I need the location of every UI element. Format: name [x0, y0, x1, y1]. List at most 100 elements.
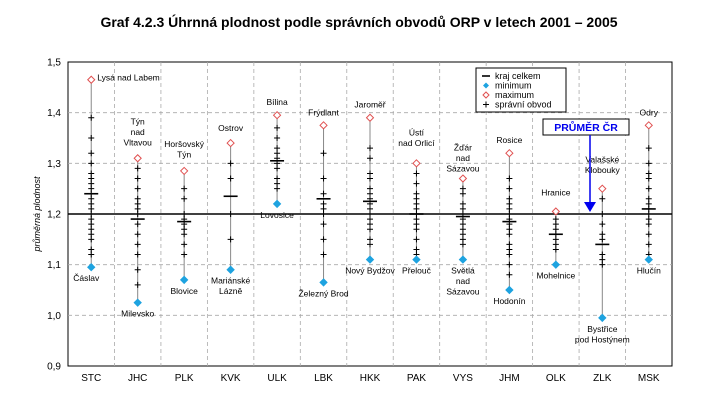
maximum-point — [179, 166, 189, 176]
min-label: Světlá — [451, 266, 475, 276]
obvod-point — [134, 281, 141, 288]
category-label: OLK — [546, 373, 566, 384]
obvod-point — [645, 241, 652, 248]
y-tick-label: 1,2 — [47, 210, 61, 221]
obvod-point — [88, 160, 95, 167]
obvod-point — [134, 211, 141, 217]
obvod-point — [645, 175, 652, 182]
obvod-point — [506, 231, 513, 238]
max-label: Klobouky — [585, 165, 621, 175]
obvod-point — [88, 200, 95, 207]
obvod-point — [181, 251, 188, 258]
obvod-point — [88, 216, 95, 223]
y-axis-label: průměrná plodnost — [32, 176, 42, 253]
obvod-point — [88, 170, 95, 177]
obvod-point — [413, 226, 420, 233]
obvod-point — [552, 236, 559, 243]
obvod-point — [134, 175, 141, 182]
obvod-point — [134, 200, 141, 207]
obvod-point — [367, 216, 373, 223]
obvod-point — [320, 175, 327, 182]
obvod-point — [88, 180, 95, 187]
max-label: Jaroměř — [354, 100, 385, 110]
maximum-point — [505, 148, 514, 158]
y-tick-label: 1,1 — [47, 260, 61, 271]
maximum-point — [551, 207, 561, 216]
obvod-point — [645, 170, 652, 177]
obvod-point — [506, 211, 513, 217]
max-label: nad — [456, 153, 470, 163]
obvod-point — [459, 241, 466, 248]
maximum-point — [133, 154, 142, 163]
max-label: Frýdlant — [308, 107, 339, 117]
min-label: nad — [456, 276, 470, 286]
obvod-point — [599, 236, 606, 243]
obvod-point — [88, 135, 95, 141]
min-label: Nový Bydžov — [345, 266, 395, 276]
obvod-point — [181, 211, 188, 217]
min-label: Lázně — [219, 286, 242, 296]
max-label: Rosice — [496, 135, 522, 145]
obvod-point — [227, 211, 234, 217]
chart-title: Graf 4.2.3 Úhrnná plodnost podle správní… — [100, 14, 618, 30]
obvod-point — [134, 221, 141, 228]
obvod-point — [320, 236, 327, 243]
obvod-point — [413, 200, 420, 207]
obvod-point — [599, 251, 606, 258]
minimum-point — [644, 255, 653, 264]
obvod-point — [320, 150, 327, 157]
obvod-point — [459, 236, 466, 243]
obvod-point — [413, 236, 420, 243]
maximum-point — [458, 174, 468, 183]
minimum-point — [133, 298, 142, 307]
obvod-point — [134, 241, 141, 248]
minimum-point — [226, 265, 235, 274]
obvod-point — [274, 135, 281, 141]
obvod-point — [88, 195, 95, 202]
obvod-point — [506, 175, 513, 182]
obvod-point — [459, 231, 466, 238]
obvod-point — [320, 190, 327, 197]
obvod-point — [367, 175, 373, 182]
obvod-point — [227, 236, 234, 243]
legend-maximum-icon — [482, 91, 490, 99]
obvod-point — [413, 170, 420, 177]
obvod-point — [367, 241, 373, 248]
minimum-point — [598, 313, 607, 323]
obvod-point — [88, 251, 95, 258]
y-tick-label: 1,4 — [47, 108, 61, 119]
maximum-point — [644, 121, 653, 130]
obvod-point — [506, 185, 513, 192]
minimum-point — [505, 285, 514, 295]
obvod-point — [552, 241, 559, 248]
max-label: Sázavou — [446, 164, 479, 174]
max-label: Bílina — [266, 97, 288, 107]
y-tick-label: 1,5 — [47, 58, 61, 69]
obvod-point — [134, 195, 141, 202]
obvod-point — [88, 150, 95, 157]
obvod-point — [599, 231, 606, 238]
obvod-point — [599, 221, 606, 228]
obvod-point — [181, 241, 188, 248]
obvod-point — [367, 155, 373, 162]
obvod-point — [134, 185, 141, 192]
max-label: nad Orlicí — [398, 138, 435, 148]
obvod-point — [506, 251, 513, 258]
legend-obvod-icon — [483, 101, 489, 108]
minimum-point — [458, 255, 468, 264]
obvod-point — [413, 205, 420, 212]
obvod-point — [367, 205, 373, 212]
obvod-point — [88, 185, 95, 192]
obvod-point — [181, 195, 188, 202]
obvod-point — [320, 205, 327, 212]
obvod-point — [645, 195, 652, 202]
category-label: LBK — [314, 373, 333, 384]
min-label: Železný Brod — [298, 288, 348, 298]
obvod-point — [552, 216, 559, 223]
category-label: VYS — [453, 373, 473, 384]
max-label: Ústí — [409, 127, 425, 137]
obvod-point — [645, 185, 652, 192]
obvod-point — [367, 170, 373, 177]
obvod-point — [552, 226, 559, 233]
